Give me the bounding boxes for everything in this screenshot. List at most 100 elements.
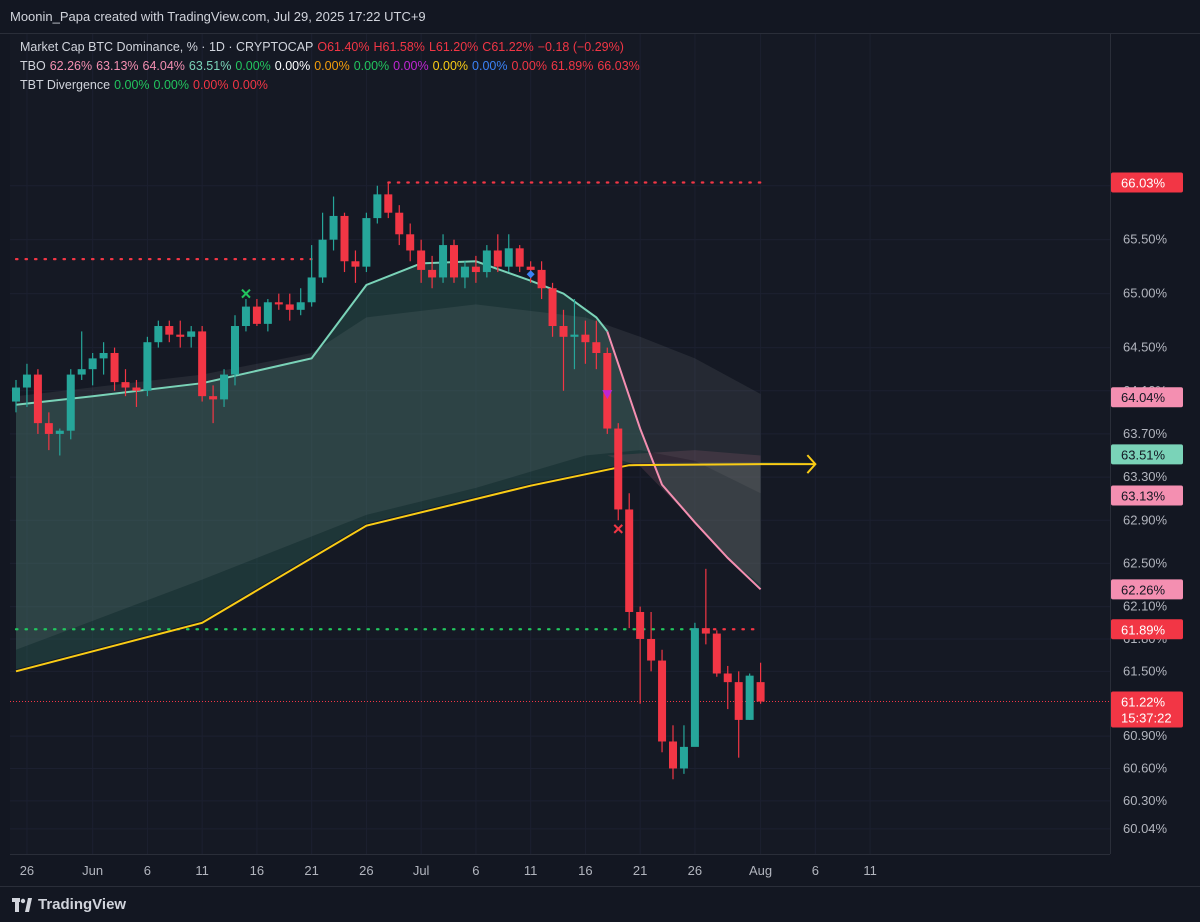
candle-body [614, 428, 623, 510]
candle-body [110, 352, 119, 383]
marker-x-3 [613, 524, 623, 534]
indicator-line-2 [15, 463, 816, 673]
price-label-bg [1111, 619, 1183, 640]
candle-body [209, 396, 218, 400]
candle-2025-07-27 [701, 568, 710, 645]
candle-body [351, 261, 360, 267]
candle-body [581, 334, 590, 343]
candle-2025-06-17 [263, 299, 272, 332]
candle-2025-06-03 [110, 347, 119, 391]
candle-2025-05-28 [44, 412, 53, 451]
legend-row1-item-5: −0.18 (−0.29%) [537, 40, 624, 54]
candle-body [340, 215, 349, 262]
candle-body [231, 326, 239, 375]
candle-2025-07-13 [548, 282, 557, 337]
price-label-text: 63.13% [1121, 488, 1166, 503]
time-tick-10: 16 [578, 863, 592, 878]
time-tick-2: 6 [144, 863, 151, 878]
credit-text: Moonin_Papa created with TradingView.com… [10, 9, 426, 24]
price-label-2: 63.51% [1111, 444, 1183, 465]
legend-row2-item-7: 0.00% [314, 59, 350, 73]
candle-body [318, 239, 327, 278]
candle-2025-08-01 [756, 662, 765, 704]
candle-2025-06-01 [88, 352, 97, 386]
candle-body [99, 352, 108, 359]
candle-2025-05-26 [22, 363, 31, 407]
candle-body [701, 628, 710, 634]
chart-legend: Market Cap BTC Dominance, % · 1D · CRYPT… [20, 38, 644, 95]
price-label-text: 62.26% [1121, 582, 1166, 597]
time-tick-14: 6 [812, 863, 819, 878]
candle-2025-07-23 [658, 649, 667, 753]
chart-svg[interactable] [10, 34, 1110, 854]
legend-row2-item-11: 0.00% [472, 59, 508, 73]
candle-body [165, 326, 174, 335]
price-label-bg [1111, 579, 1183, 600]
candle-2025-07-30 [734, 671, 743, 758]
candle-body [198, 331, 207, 397]
candle-2025-05-31 [77, 331, 86, 380]
candle-body [428, 269, 437, 278]
candle-body [154, 326, 163, 343]
tradingview-logo[interactable]: TradingView [12, 896, 126, 913]
candle-2025-07-12 [537, 261, 546, 300]
legend-row3-item-1: 0.00% [114, 78, 150, 92]
price-label-bg [1111, 485, 1183, 506]
candle-body [471, 266, 480, 273]
time-axis-svg[interactable]: 26 Jun 6 11 16 21 26 Jul 6 11 16 21 26 Aug 6 11 [10, 855, 1110, 887]
candle-2025-06-27 [373, 185, 382, 224]
candle-2025-06-22 [318, 212, 327, 283]
candle-2025-06-05 [132, 379, 141, 407]
candle-2025-07-24 [669, 725, 677, 780]
legend-row1-item-1: O61.40% [317, 40, 370, 54]
price-axis-svg[interactable]: 66.00%65.50%65.00%64.50%64.10%63.70%63.3… [1111, 34, 1200, 854]
legend-row2-item-3: 64.04% [142, 59, 185, 73]
candle-body [515, 248, 524, 267]
marker-triangle-down-2 [602, 390, 613, 400]
candle-body [570, 334, 579, 337]
candle-2025-05-30 [66, 369, 75, 440]
legend-divergence-row: TBT Divergence 0.00% 0.00% 0.00% 0.00% [20, 76, 644, 95]
candle-2025-07-03 [439, 234, 448, 283]
candle-body [745, 675, 754, 720]
candle-2025-07-28 [712, 630, 721, 677]
price-tick-13: 60.60% [1123, 760, 1168, 775]
last-price-value: 61.22% [1121, 695, 1166, 710]
legend-row2-item-0: TBO [20, 59, 46, 73]
legend-row2-item-1: 62.26% [49, 59, 93, 73]
legend-row3-item-2: 0.00% [153, 78, 189, 92]
price-tick-15: 60.04% [1123, 821, 1168, 836]
candle-2025-06-20 [296, 288, 305, 316]
chart-pane[interactable] [10, 34, 1110, 854]
price-tick-6: 63.30% [1123, 469, 1168, 484]
candle-body [44, 423, 53, 434]
candle-2025-07-25 [679, 725, 688, 774]
price-axis[interactable]: 66.00%65.50%65.00%64.50%64.10%63.70%63.3… [1110, 34, 1200, 854]
legend-row2-item-6: 0.00% [274, 59, 311, 73]
legend-tbo-row: TBO 62.26% 63.13% 64.04% 63.51% 0.00% 0.00% 0.0… [20, 57, 644, 76]
legend-row1-item-3: L61.20% [428, 40, 479, 54]
time-axis[interactable]: 26 Jun 6 11 16 21 26 Jul 6 11 16 21 26 Aug 6 11 [10, 854, 1110, 886]
legend-row3-item-4: 0.00% [232, 78, 268, 92]
candle-2025-07-19 [614, 423, 623, 521]
price-tick-3: 64.50% [1123, 340, 1168, 355]
candle-2025-06-28 [384, 182, 393, 219]
legend-row1-item-0: Market Cap BTC Dominance, % · 1D · CRYPT… [20, 40, 314, 54]
time-tick-12: 26 [688, 863, 702, 878]
indicator-line-1 [606, 331, 762, 591]
candle-2025-06-09 [176, 320, 185, 348]
candle-body [559, 326, 568, 337]
price-label-3: 63.13% [1111, 485, 1183, 506]
candle-2025-07-01 [417, 239, 426, 283]
candle-body [121, 382, 130, 388]
candle-body [679, 746, 688, 769]
candle-2025-06-21 [307, 245, 316, 307]
legend-symbol-row: Market Cap BTC Dominance, % · 1D · CRYPT… [20, 38, 644, 57]
candle-body [88, 358, 97, 370]
price-label-bg [1111, 172, 1183, 193]
candle-2025-07-07 [482, 245, 491, 278]
time-tick-4: 16 [250, 863, 264, 878]
legend-row2-item-9: 0.00% [393, 59, 429, 73]
candle-body [296, 302, 305, 310]
candle-2025-06-24 [340, 212, 349, 273]
